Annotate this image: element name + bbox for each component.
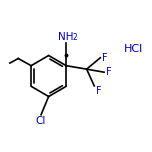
- Text: Cl: Cl: [36, 116, 46, 126]
- Text: F: F: [102, 53, 108, 63]
- Text: F: F: [106, 67, 112, 77]
- Text: HCl: HCl: [124, 44, 143, 54]
- Text: 2: 2: [72, 33, 77, 42]
- Text: F: F: [96, 86, 102, 96]
- Text: NH: NH: [58, 32, 73, 42]
